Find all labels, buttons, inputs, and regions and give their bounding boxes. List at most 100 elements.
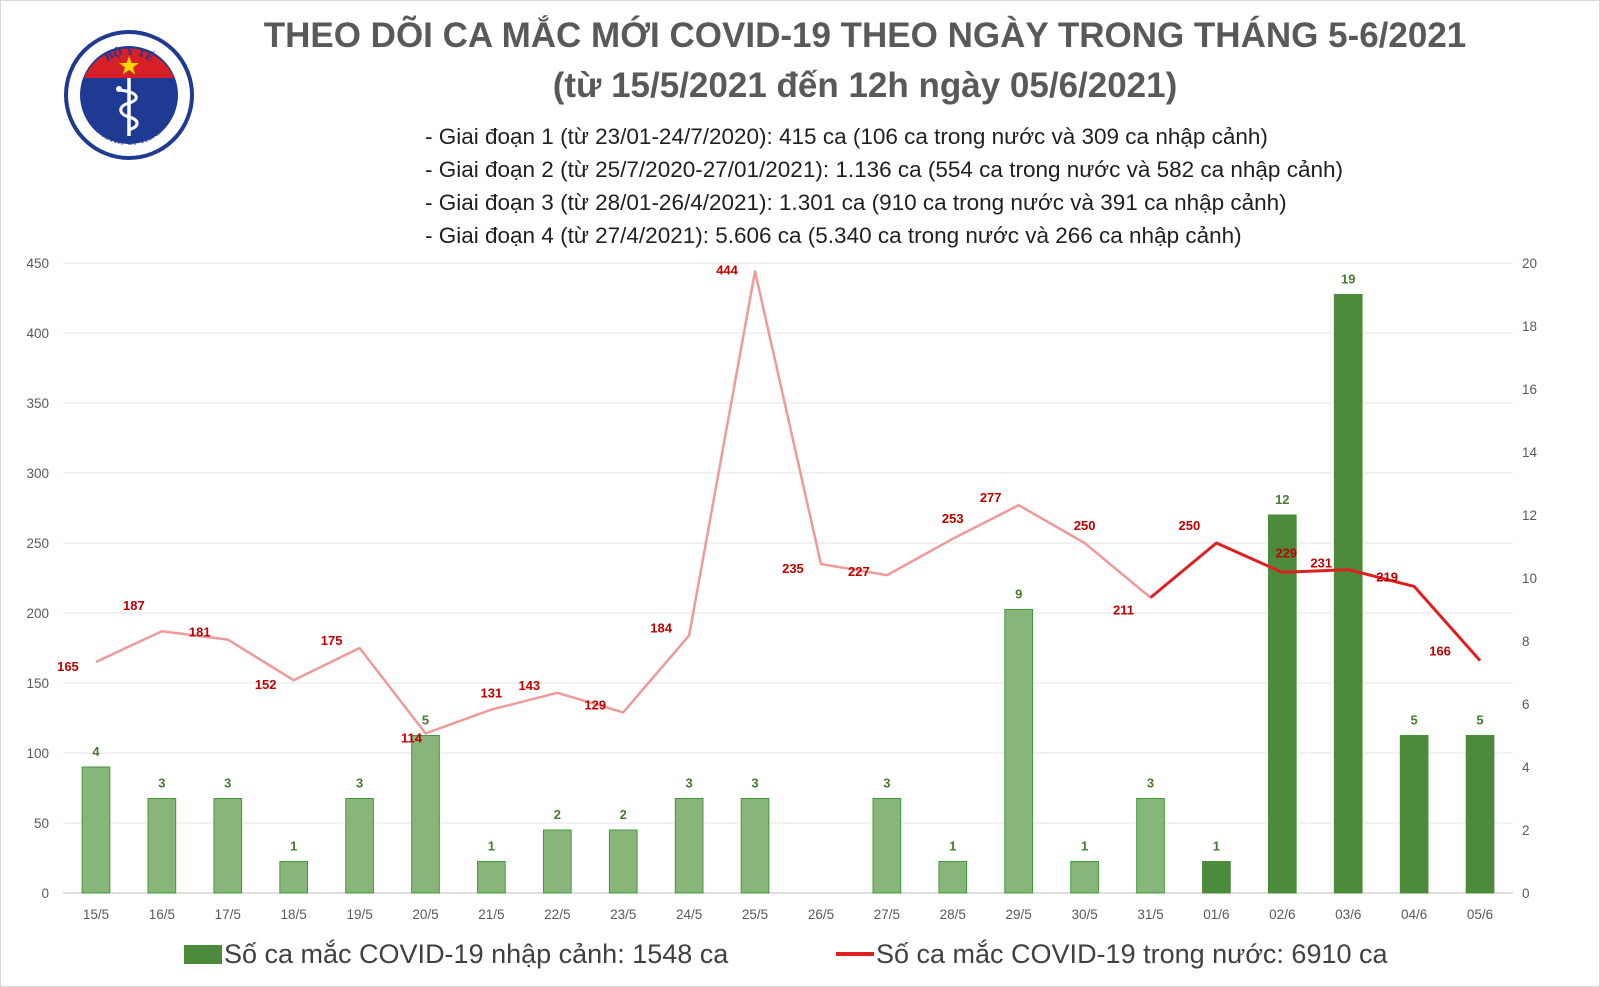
y-left-tick-label: 0 <box>41 886 49 901</box>
bar <box>608 829 638 894</box>
bar-data-label: 3 <box>883 776 890 791</box>
line-data-label: 253 <box>942 511 964 526</box>
bar <box>1136 798 1165 894</box>
phase-4-text: - Giai đoạn 4 (từ 27/4/2021): 5.606 ca (… <box>425 223 1242 248</box>
line-data-label: 250 <box>1179 518 1201 533</box>
y-right-tick-label: 10 <box>1522 571 1537 586</box>
line-data-label: 184 <box>650 620 672 635</box>
x-tick-label: 28/5 <box>940 907 966 922</box>
bar <box>1465 735 1495 894</box>
bar-data-label: 3 <box>1147 776 1154 791</box>
line-data-label: 166 <box>1429 644 1451 659</box>
y-left-tick-label: 50 <box>34 816 49 831</box>
bar-data-label: 2 <box>554 807 561 822</box>
line-data-label: 187 <box>123 598 145 613</box>
line-data-label: 152 <box>255 677 277 692</box>
y-right-tick-label: 2 <box>1522 823 1530 838</box>
domestic-line-series-recent <box>1149 541 1482 662</box>
line-data-label: 143 <box>518 678 540 693</box>
phase-2-text: - Giai đoạn 2 (từ 25/7/2020-27/01/2021):… <box>425 157 1343 182</box>
x-tick-label: 25/5 <box>742 907 768 922</box>
y-right-tick-label: 12 <box>1522 508 1537 523</box>
bar-data-label: 1 <box>949 839 956 854</box>
phase-3-text: - Giai đoạn 3 (từ 28/01-26/4/2021): 1.30… <box>425 190 1287 215</box>
y-right-tick-label: 0 <box>1522 886 1530 901</box>
x-tick-label: 15/5 <box>83 907 109 922</box>
legend-item-imported: Số ca mắc COVID-19 nhập cảnh: 1548 ca <box>184 936 728 972</box>
legend-imported-label: Số ca mắc COVID-19 nhập cảnh: 1548 ca <box>224 938 729 969</box>
line-data-label: 444 <box>716 262 738 277</box>
bar <box>279 861 309 894</box>
x-tick-label: 24/5 <box>676 907 702 922</box>
bar-data-label: 5 <box>1476 713 1483 728</box>
bar-data-label: 2 <box>620 807 627 822</box>
bar <box>411 735 440 894</box>
bar <box>1070 861 1099 894</box>
x-tick-label: 19/5 <box>346 907 372 922</box>
phase-1-text: - Giai đoạn 1 (từ 23/01-24/7/2020): 415 … <box>425 124 1268 149</box>
bar <box>345 798 374 894</box>
bar-data-label: 1 <box>1213 839 1220 854</box>
x-tick-label: 22/5 <box>544 907 570 922</box>
bar <box>147 798 177 894</box>
bar-data-label: 5 <box>422 713 429 728</box>
y-right-tick-label: 4 <box>1522 760 1530 775</box>
x-tick-label: 04/6 <box>1401 907 1427 922</box>
y-right-tick-label: 20 <box>1522 256 1537 271</box>
x-tick-label: 16/5 <box>149 907 175 922</box>
chart-title: THEO DÕI CA MẮC MỚI COVID-19 THEO NGÀY T… <box>263 16 1467 55</box>
bar-data-label: 19 <box>1341 272 1355 287</box>
x-tick-label: 27/5 <box>874 907 900 922</box>
bar-data-label: 5 <box>1411 713 1418 728</box>
bar <box>872 798 902 894</box>
x-tick-label: 21/5 <box>478 907 504 922</box>
line-data-label: 250 <box>1074 518 1096 533</box>
bar-data-label: 1 <box>290 839 297 854</box>
bar-data-label: 3 <box>224 776 231 791</box>
y-right-tick-label: 6 <box>1522 697 1530 712</box>
line-data-label: 231 <box>1310 556 1332 571</box>
bar-data-label: 3 <box>158 776 165 791</box>
x-tick-label: 29/5 <box>1006 907 1032 922</box>
x-tick-label: 23/5 <box>610 907 636 922</box>
line-data-label: 114 <box>401 730 423 745</box>
y-left-tick-label: 300 <box>26 466 49 481</box>
x-tick-label: 20/5 <box>412 907 438 922</box>
phase-summary-list: - Giai đoạn 1 (từ 23/01-24/7/2020): 415 … <box>425 120 1343 252</box>
x-tick-label: 02/6 <box>1269 907 1295 922</box>
y-right-tick-label: 16 <box>1522 382 1537 397</box>
y-left-tick-label: 100 <box>26 746 49 761</box>
y-left-tick-label: 450 <box>26 256 49 271</box>
line-data-label: 165 <box>57 659 79 674</box>
line-data-label: 131 <box>481 686 503 701</box>
bar-data-label: 1 <box>1081 839 1088 854</box>
y-left-tick-label: 400 <box>26 326 49 341</box>
bar <box>81 766 111 894</box>
bar-data-label: 3 <box>686 776 693 791</box>
x-tick-label: 18/5 <box>281 907 307 922</box>
x-tick-label: 17/5 <box>215 907 241 922</box>
bar-data-label: 1 <box>488 839 495 854</box>
bar <box>542 829 572 894</box>
line-data-label: 235 <box>782 561 804 576</box>
bar <box>1333 294 1363 894</box>
bar-data-label: 4 <box>92 744 100 759</box>
x-tick-label: 30/5 <box>1071 907 1097 922</box>
x-tick-label: 01/6 <box>1203 907 1229 922</box>
bar <box>477 861 506 894</box>
x-tick-label: 05/6 <box>1467 907 1493 922</box>
bar-data-label: 12 <box>1275 492 1289 507</box>
x-tick-label: 31/5 <box>1137 907 1163 922</box>
bar <box>674 798 704 894</box>
bar <box>938 861 968 894</box>
bar <box>1004 609 1034 894</box>
y-right-tick-label: 14 <box>1522 445 1538 460</box>
y-left-tick-label: 150 <box>26 676 49 691</box>
domestic-line-series <box>95 270 1152 735</box>
line-data-label: 277 <box>980 490 1002 505</box>
y-right-tick-label: 18 <box>1522 319 1537 334</box>
x-tick-label: 26/5 <box>808 907 834 922</box>
bar <box>1202 861 1231 894</box>
y-right-tick-label: 8 <box>1522 634 1530 649</box>
y-left-tick-label: 350 <box>26 396 49 411</box>
